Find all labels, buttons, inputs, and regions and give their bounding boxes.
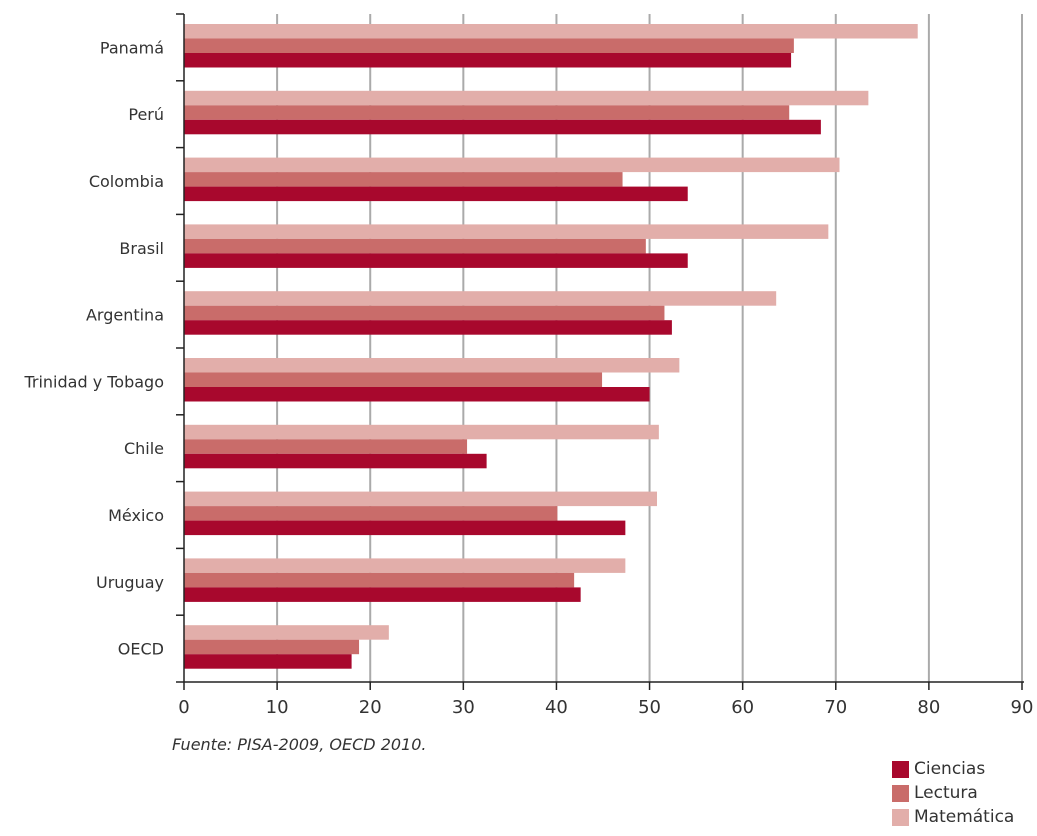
bar	[184, 105, 790, 120]
bar	[184, 424, 659, 440]
x-tick-label: 70	[824, 697, 847, 718]
bar	[184, 387, 650, 402]
bar	[184, 90, 869, 106]
category-label: Perú	[128, 105, 164, 124]
x-tick-label: 20	[359, 697, 382, 718]
category-label: Argentina	[86, 306, 164, 325]
bar	[184, 320, 672, 335]
legend-swatch	[892, 808, 909, 826]
bar	[184, 172, 623, 187]
legend-label: Ciencias	[914, 759, 986, 779]
bar	[184, 291, 777, 306]
bar	[184, 491, 658, 507]
bar	[184, 520, 626, 536]
category-labels: Panamá Perú Colombia Brasil Argentina Trinida…	[23, 38, 164, 658]
category-label: México	[108, 506, 164, 525]
bar	[184, 625, 389, 640]
bar	[184, 506, 558, 521]
bar	[184, 358, 680, 373]
bar	[184, 119, 821, 135]
source-note: Fuente: PISA-2009, OECD 2010.	[172, 735, 427, 754]
bar	[184, 238, 646, 254]
x-tick-label: 40	[545, 697, 568, 718]
x-tick-label: 10	[266, 697, 289, 718]
bar	[184, 53, 792, 68]
x-tick-labels: 0 10 20 30 40 50 60 70 80 90	[178, 697, 1033, 718]
x-tick-label: 80	[917, 697, 940, 718]
bar	[184, 372, 603, 387]
legend-label: Lectura	[914, 783, 978, 803]
axes	[176, 13, 1024, 690]
x-tick-label: 30	[452, 697, 475, 718]
bar	[184, 654, 352, 669]
bar	[184, 639, 360, 655]
bars	[184, 24, 918, 669]
bar	[184, 224, 829, 239]
bar	[184, 38, 794, 53]
x-tick-label: 60	[731, 697, 754, 718]
category-label: Colombia	[89, 172, 164, 191]
bar	[184, 157, 840, 173]
category-label: Brasil	[119, 239, 164, 258]
legend-swatch	[892, 784, 909, 802]
category-label: Uruguay	[96, 573, 164, 592]
category-label: OECD	[118, 640, 164, 659]
x-tick-label: 0	[178, 697, 189, 718]
legend-label: Matemática	[914, 807, 1015, 827]
bar	[184, 558, 626, 573]
x-tick-label: 90	[1011, 697, 1034, 718]
legend-item-ciencias: Ciencias	[892, 757, 1014, 781]
bar	[184, 439, 468, 454]
legend-item-lectura: Lectura	[892, 781, 1014, 805]
bar	[184, 572, 575, 588]
legend: Ciencias Lectura Matemática	[892, 757, 1014, 829]
legend-swatch	[892, 760, 909, 778]
category-label: Chile	[124, 439, 164, 458]
bar	[184, 186, 688, 202]
bar	[184, 24, 918, 39]
bar	[184, 305, 665, 321]
x-tick-label: 50	[638, 697, 661, 718]
bar	[184, 587, 581, 602]
bar	[184, 453, 487, 469]
legend-item-matematica: Matemática	[892, 805, 1014, 829]
bar	[184, 253, 688, 268]
category-label: Trinidad y Tobago	[23, 372, 164, 391]
category-label: Panamá	[100, 38, 164, 57]
